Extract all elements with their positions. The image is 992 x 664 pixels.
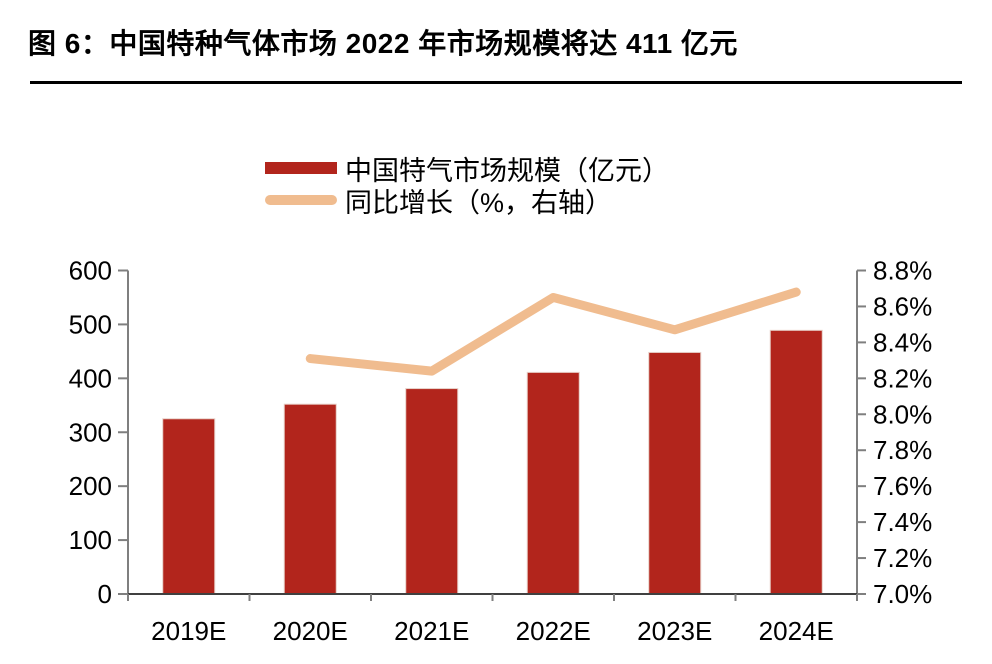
left-axis-label: 100 (69, 525, 112, 555)
line-series-swatch (265, 195, 337, 205)
bar-2019E (162, 418, 216, 595)
bar-2021E (405, 388, 459, 595)
bar-series-label: 中国特气市场规模（亿元） (345, 155, 669, 186)
bar-2024E (769, 329, 823, 595)
right-axis-label: 7.0% (873, 579, 932, 609)
growth-line (305, 287, 801, 376)
left-axis-label: 400 (69, 363, 112, 393)
left-axis-label: 200 (69, 471, 112, 501)
x-axis-label: 2021E (394, 616, 469, 646)
left-axis-label: 300 (69, 417, 112, 447)
x-axis-label: 2023E (637, 616, 712, 646)
right-axis-label: 7.2% (873, 543, 932, 573)
left-axis-label: 500 (69, 309, 112, 339)
right-axis-label: 8.8% (873, 256, 932, 286)
x-axis-label: 2022E (516, 616, 591, 646)
legend-item-growth: 同比增长（%，右轴） (265, 184, 669, 218)
x-axis-label: 2024E (759, 616, 834, 646)
bar-series-swatch (265, 162, 337, 174)
legend-item-market-size: 中国特气市场规模（亿元） (265, 152, 669, 186)
right-axis-label: 8.4% (873, 327, 932, 357)
bar-2020E (283, 403, 337, 595)
figure-title: 图 6：中国特种气体市场 2022 年市场规模将达 411 亿元 (28, 28, 738, 59)
left-axis-label: 600 (69, 256, 112, 286)
x-axis-label: 2019E (151, 616, 226, 646)
left-axis-label: 0 (98, 579, 112, 609)
right-axis-label: 7.8% (873, 435, 932, 465)
right-axis-label: 8.2% (873, 363, 932, 393)
right-axis-label: 8.6% (873, 291, 932, 321)
right-axis-label: 7.4% (873, 507, 932, 537)
bar-2022E (526, 371, 580, 595)
chart-legend: 中国特气市场规模（亿元） 同比增长（%，右轴） (265, 152, 669, 218)
title-divider (30, 81, 962, 84)
bar-2023E (648, 351, 702, 595)
right-axis-label: 8.0% (873, 399, 932, 429)
x-axis-label: 2020E (273, 616, 348, 646)
right-axis-label: 7.6% (873, 471, 932, 501)
line-series-label: 同比增长（%，右轴） (345, 187, 613, 218)
